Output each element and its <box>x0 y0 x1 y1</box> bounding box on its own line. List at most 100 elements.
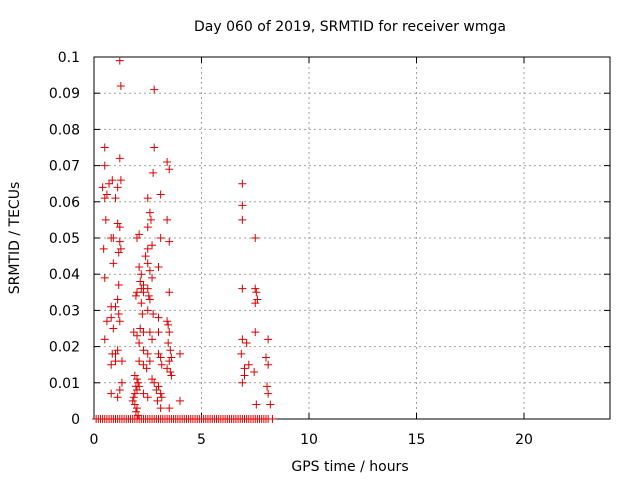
data-point-plus-marker <box>145 208 154 217</box>
data-point-plus-marker <box>116 176 125 185</box>
data-point-plus-marker <box>131 291 140 300</box>
data-point-plus-marker <box>143 244 152 253</box>
chart-title: Day 060 of 2019, SRMTID for receiver wmg… <box>194 19 506 35</box>
x-tick-label: 5 <box>197 432 206 448</box>
data-point-plus-marker <box>251 299 260 308</box>
data-point-plus-marker <box>154 349 163 358</box>
data-point-plus-marker <box>150 85 159 94</box>
data-point-plus-marker <box>238 201 247 210</box>
data-point-plus-marker <box>115 223 124 232</box>
data-point-plus-marker <box>263 382 272 391</box>
data-point-plus-marker <box>156 404 165 413</box>
data-point-plus-marker <box>136 324 145 333</box>
data-point-plus-marker <box>238 335 247 344</box>
data-point-plus-marker <box>130 400 139 409</box>
data-point-plus-marker <box>156 353 165 362</box>
data-point-plus-marker <box>163 215 172 224</box>
data-point-plus-marker <box>143 306 152 315</box>
data-point-plus-marker <box>113 346 122 355</box>
data-point-plus-marker <box>113 183 122 192</box>
data-point-plus-marker <box>143 393 152 402</box>
data-point-plus-marker <box>240 364 249 373</box>
data-point-plus-marker <box>165 237 174 246</box>
data-point-plus-marker <box>149 168 158 177</box>
data-point-plus-marker <box>157 393 166 402</box>
data-point-plus-marker <box>154 262 163 271</box>
data-point-plus-marker <box>244 360 253 369</box>
grid-lines <box>94 57 610 419</box>
data-point-plus-marker <box>139 281 148 290</box>
data-point-plus-marker <box>268 415 277 423</box>
data-point-plus-marker <box>138 310 147 319</box>
data-point-plus-marker <box>114 310 123 319</box>
data-point-plus-marker <box>109 324 118 333</box>
data-point-plus-marker <box>157 360 166 369</box>
data-point-plus-marker <box>266 400 275 409</box>
data-point-plus-marker <box>113 393 122 402</box>
data-point-plus-marker <box>109 259 118 268</box>
data-point-plus-marker <box>148 375 157 384</box>
data-point-plus-marker <box>165 165 174 174</box>
y-tick-label: 0.02 <box>49 340 80 356</box>
data-point-plus-marker <box>262 353 270 362</box>
data-point-plus-marker <box>264 360 273 369</box>
data-point-plus-marker <box>101 215 110 224</box>
data-point-plus-marker <box>134 378 143 387</box>
data-point-plus-marker <box>176 349 184 358</box>
data-point-plus-marker <box>136 277 145 286</box>
data-point-plus-marker <box>166 346 175 355</box>
data-point-plus-marker <box>105 179 114 188</box>
data-point-plus-marker <box>238 179 247 188</box>
data-point-plus-marker <box>111 349 120 358</box>
data-point-plus-marker <box>142 364 151 373</box>
data-point-plus-marker <box>102 317 111 326</box>
data-point-plus-marker <box>113 295 122 304</box>
data-point-plus-marker <box>128 396 137 405</box>
data-point-plus-marker <box>111 194 120 203</box>
data-point-plus-marker <box>107 360 116 369</box>
data-point-plus-marker <box>129 393 138 402</box>
data-point-plus-marker <box>115 154 124 163</box>
data-point-plus-marker <box>148 241 157 250</box>
data-point-plus-marker <box>108 176 117 185</box>
data-point-plus-marker <box>133 404 141 413</box>
data-point-plus-marker <box>129 328 138 337</box>
axis-ticks <box>93 56 610 420</box>
data-point-plus-marker <box>98 183 107 192</box>
y-tick-label: 0.06 <box>49 195 80 211</box>
data-point-plus-marker <box>102 190 111 199</box>
data-point-plus-marker <box>145 357 154 366</box>
data-point-plus-marker <box>114 248 123 257</box>
data-point-plus-marker <box>150 378 159 387</box>
x-axis-tick-labels: 0 5 10 15 20 <box>90 432 533 448</box>
data-point-plus-marker <box>107 389 116 398</box>
data-point-plus-marker <box>163 317 172 326</box>
data-point-plus-marker <box>116 244 125 253</box>
data-point-plus-marker <box>167 371 176 380</box>
data-point-plus-marker <box>113 219 122 228</box>
data-point-plus-marker <box>135 338 144 347</box>
data-point-plus-marker <box>116 81 125 90</box>
data-point-plus-marker <box>238 284 247 293</box>
data-point-plus-marker <box>115 56 124 65</box>
data-point-plus-marker <box>242 338 251 347</box>
data-point-plus-marker <box>165 328 174 337</box>
data-point-plus-marker <box>143 349 152 358</box>
data-point-plus-marker <box>238 378 247 387</box>
data-point-plus-marker <box>100 335 109 344</box>
data-point-plus-marker <box>100 273 109 282</box>
data-point-plus-marker <box>137 270 146 279</box>
plot-frame <box>93 56 611 420</box>
data-point-plus-marker <box>133 331 141 340</box>
y-tick-label: 0.1 <box>58 50 80 66</box>
data-point-plus-marker <box>164 338 173 347</box>
data-point-plus-marker <box>166 367 175 376</box>
data-point-plus-marker <box>143 259 152 268</box>
data-point-plus-marker <box>139 360 148 369</box>
data-point-plus-marker <box>164 320 173 329</box>
data-point-plus-marker <box>115 237 124 246</box>
data-point-plus-marker <box>143 194 152 203</box>
y-tick-label: 0.09 <box>49 86 80 102</box>
data-point-plus-marker <box>156 190 165 199</box>
